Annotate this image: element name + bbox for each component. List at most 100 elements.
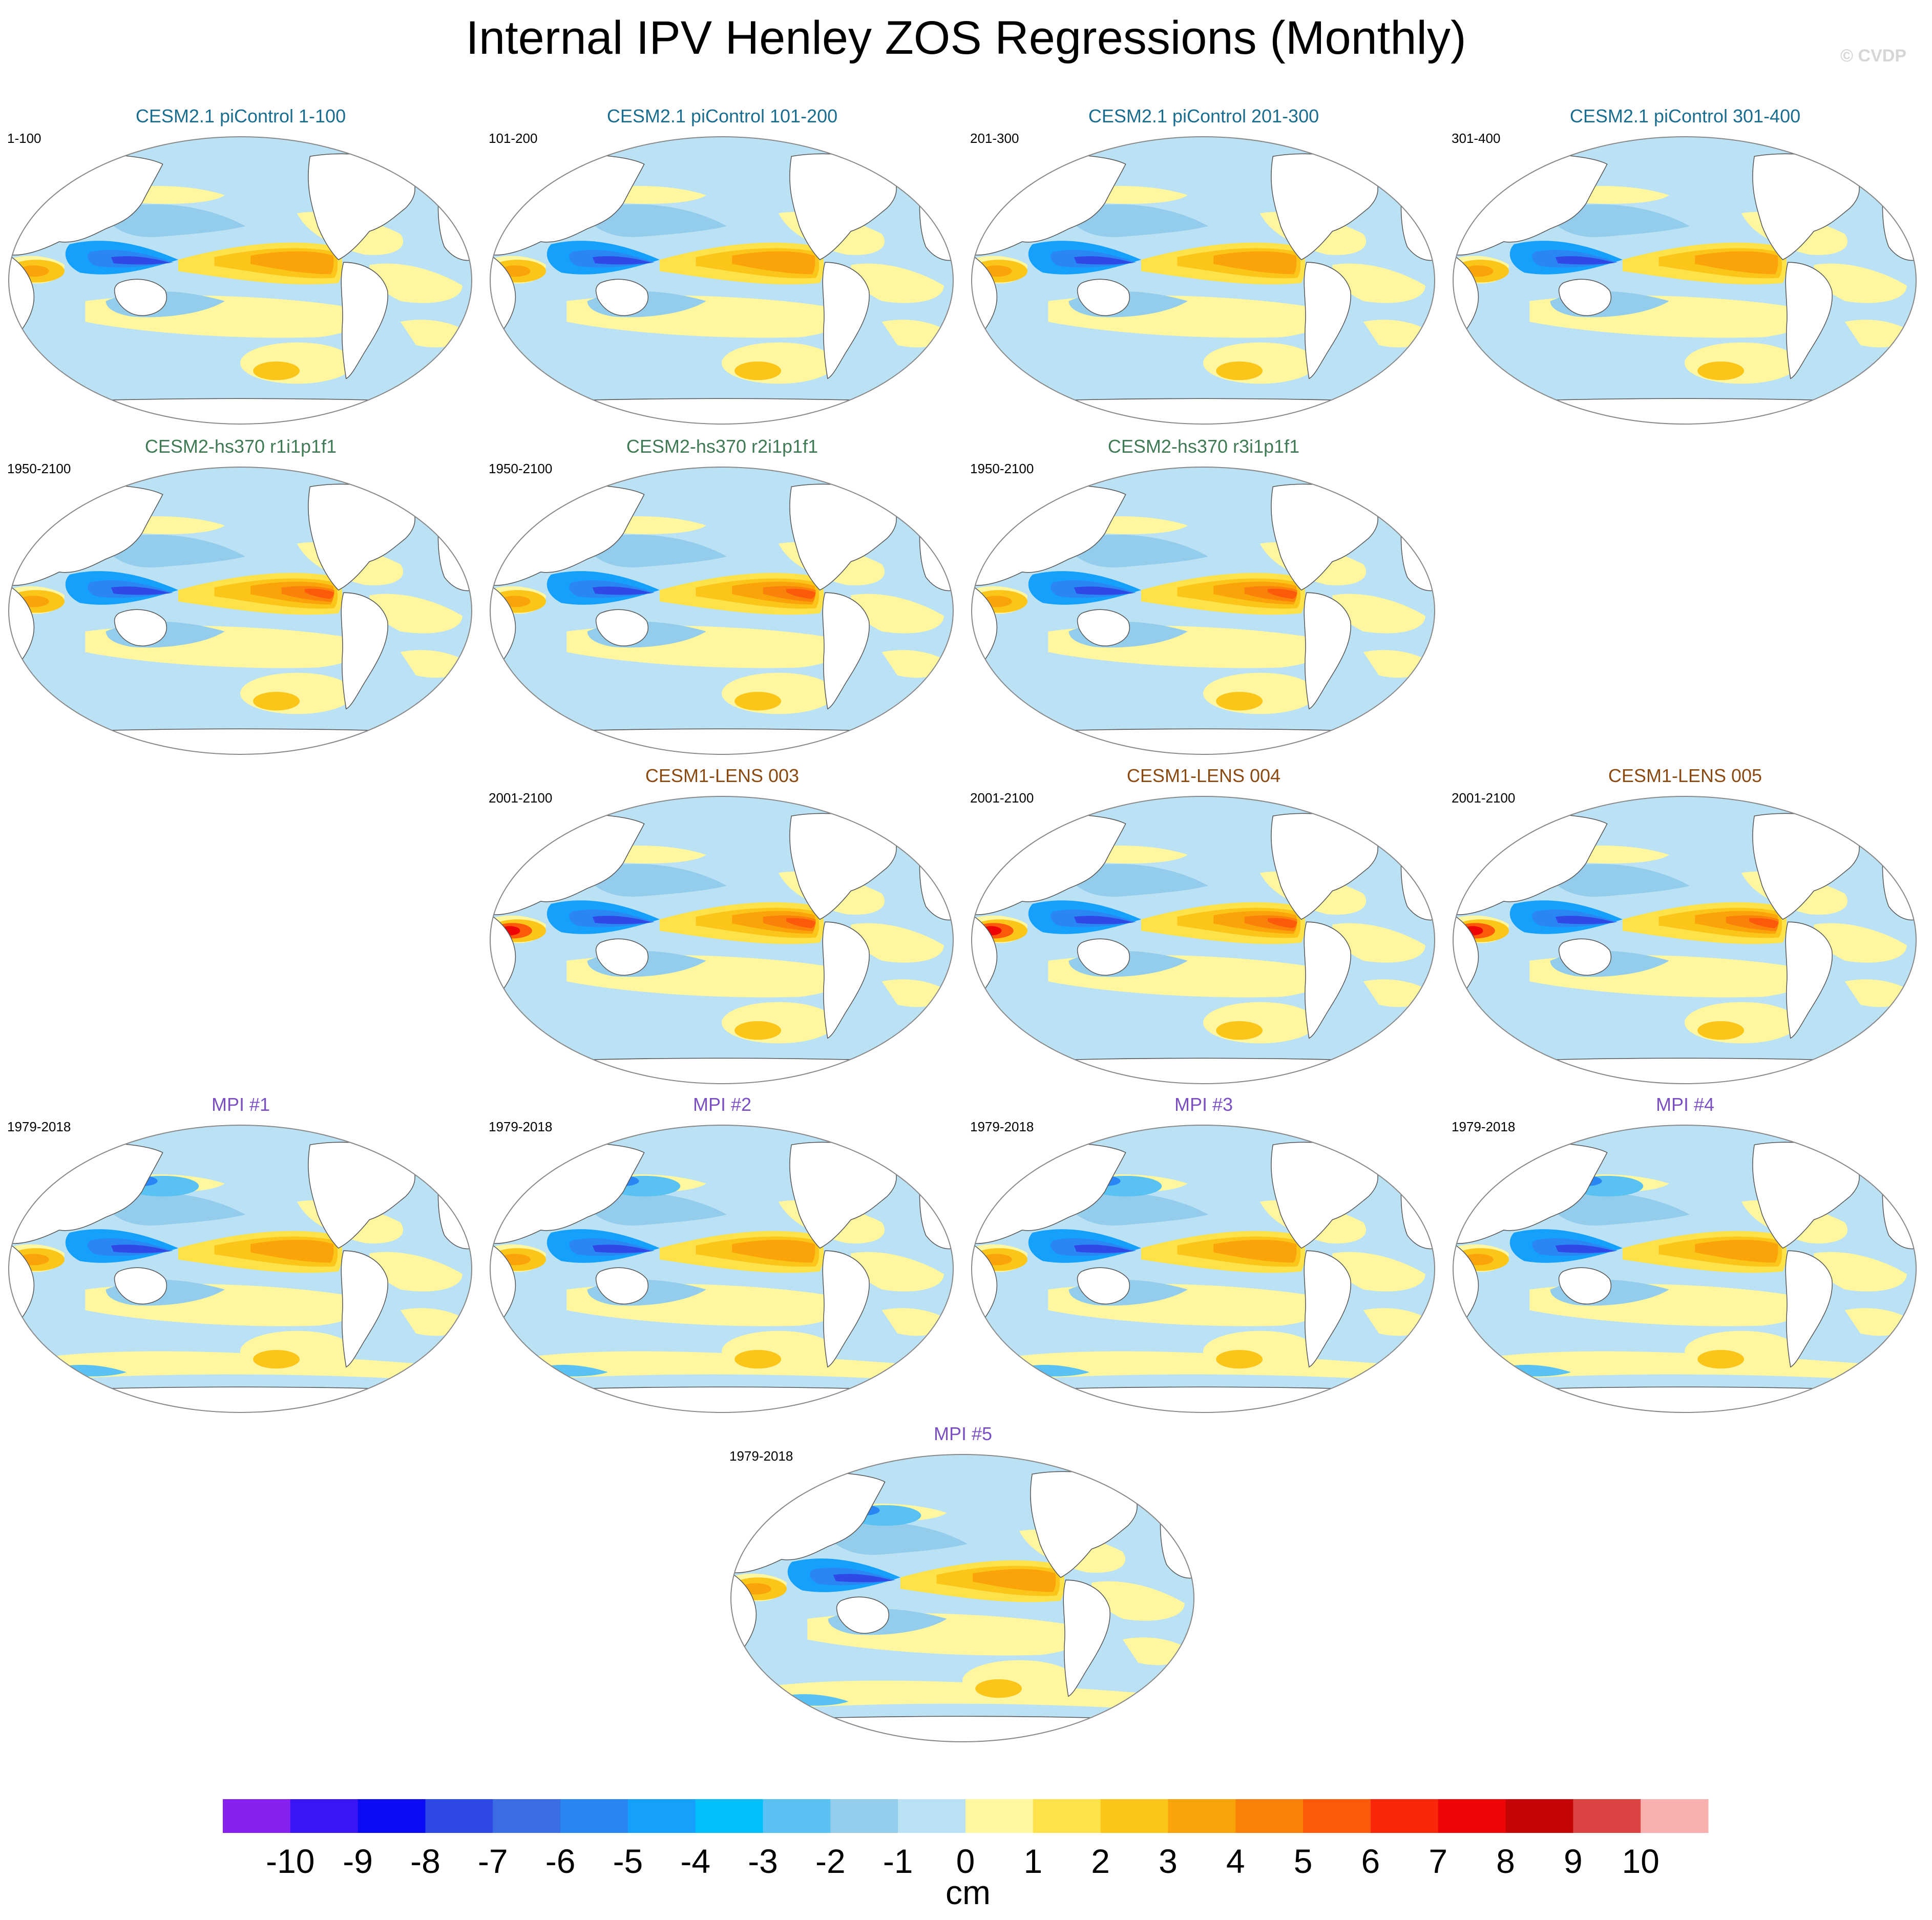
land-americaS xyxy=(822,921,870,1039)
land-australia xyxy=(1077,1267,1130,1304)
panel-period-label: 1950-2100 xyxy=(970,461,1034,476)
colorbar-swatch xyxy=(1303,1799,1371,1833)
land-greenland xyxy=(1382,148,1426,183)
land-australia xyxy=(1558,279,1612,316)
colorbar-swatch xyxy=(425,1799,493,1833)
cvdp-watermark: © CVDP xyxy=(1840,46,1906,66)
colorbar-tick-label: 5 xyxy=(1294,1842,1313,1880)
land-greenland xyxy=(900,1136,944,1171)
colorbar-unit-label: cm xyxy=(946,1873,991,1911)
panel-title: CESM2.1 piControl 1-100 xyxy=(135,106,346,126)
map-panel: CESM2.1 piControl 101-200 101-200 xyxy=(481,105,963,433)
colorbar-tick-label: -4 xyxy=(680,1842,710,1880)
colorbar-swatch xyxy=(1505,1799,1573,1833)
map-outline xyxy=(8,136,473,425)
colorbar-swatch xyxy=(965,1799,1034,1833)
land-greenland xyxy=(1863,808,1907,842)
land-australia xyxy=(595,938,649,976)
panel-title: CESM2.1 piControl 301-400 xyxy=(1569,106,1801,126)
colorbar-tick-label: 8 xyxy=(1496,1842,1515,1880)
map-panel: CESM2-hs370 r3i1p1f1 1950-2100 xyxy=(963,435,1444,763)
land-antarctica xyxy=(1453,1386,1916,1412)
map-outline xyxy=(971,136,1436,425)
land-greenland xyxy=(419,478,463,513)
panel-title: CESM2.1 piControl 201-300 xyxy=(1088,106,1319,126)
map-panel: CESM1-LENS 003 2001-2100 xyxy=(481,765,963,1092)
map-outline xyxy=(489,796,954,1084)
regression-map xyxy=(489,1125,954,1413)
colorbar-swatch xyxy=(627,1799,696,1833)
colorbar-swatch xyxy=(1100,1799,1168,1833)
map-panel: CESM2.1 piControl 301-400 301-400 xyxy=(1444,105,1926,433)
colorbar-swatch xyxy=(358,1799,426,1833)
map-outline xyxy=(1452,1125,1917,1413)
land-australia xyxy=(595,609,649,646)
land-antarctica xyxy=(490,728,953,754)
colorbar-swatch xyxy=(1235,1799,1304,1833)
land-greenland xyxy=(900,478,944,513)
colorbar-swatch xyxy=(830,1799,898,1833)
colorbar-swatch xyxy=(493,1799,561,1833)
land-australia xyxy=(1077,279,1130,316)
land-antarctica xyxy=(731,1716,1194,1742)
regression-map xyxy=(1452,1125,1917,1413)
land-americaS xyxy=(341,262,388,379)
colorbar-tick-label: -2 xyxy=(815,1842,846,1880)
colorbar-swatch xyxy=(560,1799,628,1833)
land-americaS xyxy=(822,262,870,379)
land-antarctica xyxy=(8,728,472,754)
panel-period-label: 1950-2100 xyxy=(7,461,71,476)
colorbar-tick-label: 10 xyxy=(1622,1842,1659,1880)
land-americaS xyxy=(1304,592,1351,710)
colorbar-tick-label: 4 xyxy=(1226,1842,1245,1880)
colorbar-swatch xyxy=(1573,1799,1641,1833)
regression-map xyxy=(8,136,473,425)
colorbar-swatch xyxy=(1033,1799,1101,1833)
panel-title: CESM1-LENS 004 xyxy=(1126,765,1281,786)
panel-period-label: 1979-2018 xyxy=(970,1119,1034,1134)
land-australia xyxy=(114,279,167,316)
map-outline xyxy=(971,1125,1436,1413)
map-panel: CESM2.1 piControl 1-100 1-100 xyxy=(0,105,481,433)
map-outline xyxy=(8,467,473,755)
regression-map xyxy=(1452,136,1917,425)
land-antarctica xyxy=(972,728,1435,754)
land-greenland xyxy=(900,808,944,842)
land-americaS xyxy=(1063,1579,1110,1697)
land-australia xyxy=(114,609,167,646)
land-greenland xyxy=(900,148,944,183)
map-outline xyxy=(489,467,954,755)
panel-period-label: 1979-2018 xyxy=(729,1448,793,1464)
regression-map xyxy=(1452,796,1917,1084)
land-americaS xyxy=(1304,1250,1351,1368)
colorbar-tick-label: -3 xyxy=(748,1842,778,1880)
colorbar-tick-label: -5 xyxy=(613,1842,643,1880)
land-australia xyxy=(1077,609,1130,646)
colorbar-tick-label: 6 xyxy=(1361,1842,1380,1880)
colorbar-tick-label: 2 xyxy=(1091,1842,1110,1880)
land-americaS xyxy=(1304,921,1351,1039)
panel-title: MPI #5 xyxy=(933,1423,993,1444)
colorbar-tick-label: -9 xyxy=(343,1842,373,1880)
regression-map xyxy=(8,467,473,755)
land-americaS xyxy=(1785,921,1833,1039)
panel-period-label: 1-100 xyxy=(7,131,41,146)
land-americaS xyxy=(341,1250,388,1368)
panel-period-label: 2001-2100 xyxy=(489,790,553,806)
land-greenland xyxy=(1141,1466,1185,1501)
land-australia xyxy=(114,1267,167,1304)
land-antarctica xyxy=(1453,1058,1916,1084)
panel-period-label: 1950-2100 xyxy=(489,461,553,476)
map-panel: MPI #2 1979-2018 xyxy=(481,1093,963,1421)
map-panel: MPI #1 1979-2018 xyxy=(0,1093,481,1421)
land-australia xyxy=(1558,1267,1612,1304)
land-australia xyxy=(595,1267,649,1304)
land-americaS xyxy=(1785,262,1833,379)
map-panel: MPI #5 1979-2018 xyxy=(722,1423,1204,1750)
panel-title: CESM2-hs370 r1i1p1f1 xyxy=(144,436,337,457)
colorbar-swatch xyxy=(290,1799,359,1833)
colorbar xyxy=(223,1799,1709,1833)
land-antarctica xyxy=(490,398,953,424)
regression-map xyxy=(730,1454,1195,1742)
panel-title: MPI #1 xyxy=(211,1094,270,1115)
